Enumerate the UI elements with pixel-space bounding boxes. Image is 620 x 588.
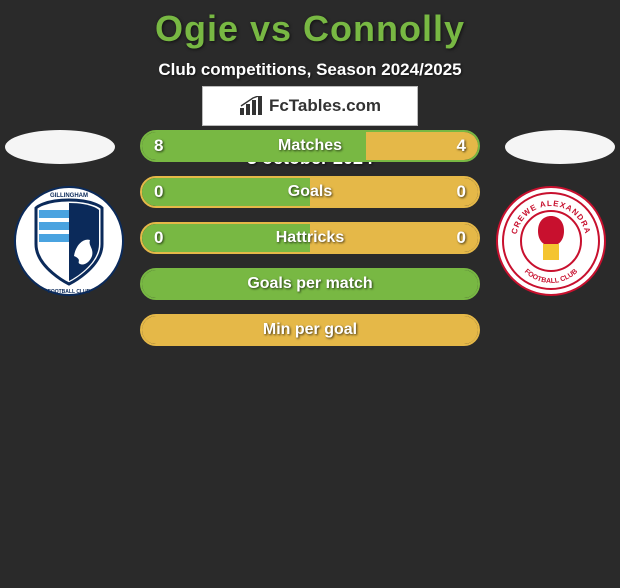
player-left-ellipse (5, 130, 115, 164)
crest-left-icon: GILLINGHAM FOOTBALL CLUB (14, 186, 124, 296)
player-right-ellipse (505, 130, 615, 164)
stat-segment-right (142, 316, 478, 344)
stats-container: Matches84Goals00Hattricks00Goals per mat… (140, 130, 480, 360)
crest-right-icon: CREWE ALEXANDRA FOOTBALL CLUB (496, 186, 606, 296)
stat-row-goals-per-match: Goals per match (140, 268, 480, 300)
stat-segment-right (310, 224, 478, 252)
comparison-title: Ogie vs Connolly (0, 8, 620, 50)
stat-row-matches: Matches84 (140, 130, 480, 162)
svg-text:FOOTBALL CLUB: FOOTBALL CLUB (48, 289, 91, 295)
comparison-subtitle: Club competitions, Season 2024/2025 (0, 60, 620, 80)
stat-row-goals: Goals00 (140, 176, 480, 208)
bar-chart-icon (239, 96, 263, 116)
stat-value-right: 4 (457, 136, 466, 156)
stat-value-right: 0 (457, 182, 466, 202)
stat-segment-right (310, 178, 478, 206)
stat-value-left: 0 (154, 228, 163, 248)
stat-value-left: 0 (154, 182, 163, 202)
crewe-alexandra-crest: CREWE ALEXANDRA FOOTBALL CLUB (496, 186, 606, 296)
stat-row-min-per-goal: Min per goal (140, 314, 480, 346)
stat-segment-left (142, 270, 478, 298)
brand-box[interactable]: FcTables.com (202, 86, 418, 126)
brand-text: FcTables.com (269, 96, 381, 116)
stat-value-right: 0 (457, 228, 466, 248)
stat-segment-left (142, 224, 310, 252)
stat-segment-left (142, 132, 366, 160)
stat-value-left: 8 (154, 136, 163, 156)
stat-segment-left (142, 178, 310, 206)
stat-row-hattricks: Hattricks00 (140, 222, 480, 254)
gillingham-crest: GILLINGHAM FOOTBALL CLUB (14, 186, 124, 296)
svg-text:GILLINGHAM: GILLINGHAM (50, 193, 88, 199)
